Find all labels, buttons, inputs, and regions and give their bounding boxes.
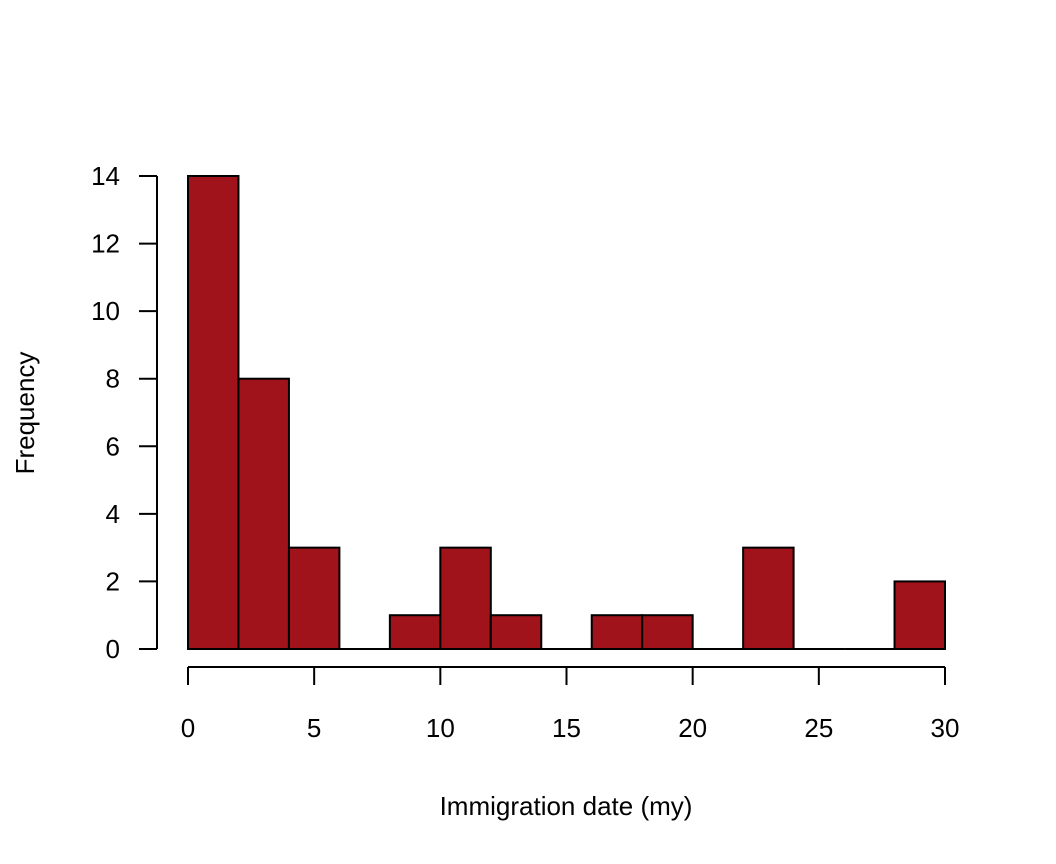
y-tick-label: 2 [106, 566, 120, 596]
x-tick-label: 20 [678, 713, 707, 743]
x-tick-label: 30 [931, 713, 960, 743]
y-axis-title: Frequency [10, 352, 40, 475]
x-axis: 0 5 10 15 20 25 30 [181, 666, 960, 743]
x-axis-title: Immigration date (my) [440, 791, 693, 821]
y-tick-label: 4 [106, 499, 120, 529]
histogram-bar [439, 546, 492, 651]
y-tick-label: 12 [91, 229, 120, 259]
y-tick-label: 8 [106, 364, 120, 394]
histogram-bar [742, 546, 795, 651]
histogram-bar [489, 614, 543, 651]
x-tick-label: 0 [181, 713, 195, 743]
histogram-bar [287, 546, 341, 651]
histogram-bar [641, 614, 694, 651]
y-tick-label: 0 [106, 634, 120, 664]
y-tick-label: 6 [106, 431, 120, 461]
histogram-bar [893, 580, 946, 651]
x-tick-label: 15 [552, 713, 581, 743]
histogram-bar [187, 175, 240, 650]
histogram-bar [237, 377, 290, 650]
y-tick-label: 10 [91, 296, 120, 326]
y-tick-label: 14 [91, 161, 120, 191]
x-tick-label: 10 [426, 713, 455, 743]
histogram-bar [388, 614, 442, 651]
x-tick-label: 25 [804, 713, 833, 743]
x-tick-label: 5 [307, 713, 321, 743]
bars-layer [187, 175, 946, 651]
histogram-bar [590, 614, 644, 651]
y-axis: 0 2 4 6 8 10 12 14 [91, 161, 158, 664]
